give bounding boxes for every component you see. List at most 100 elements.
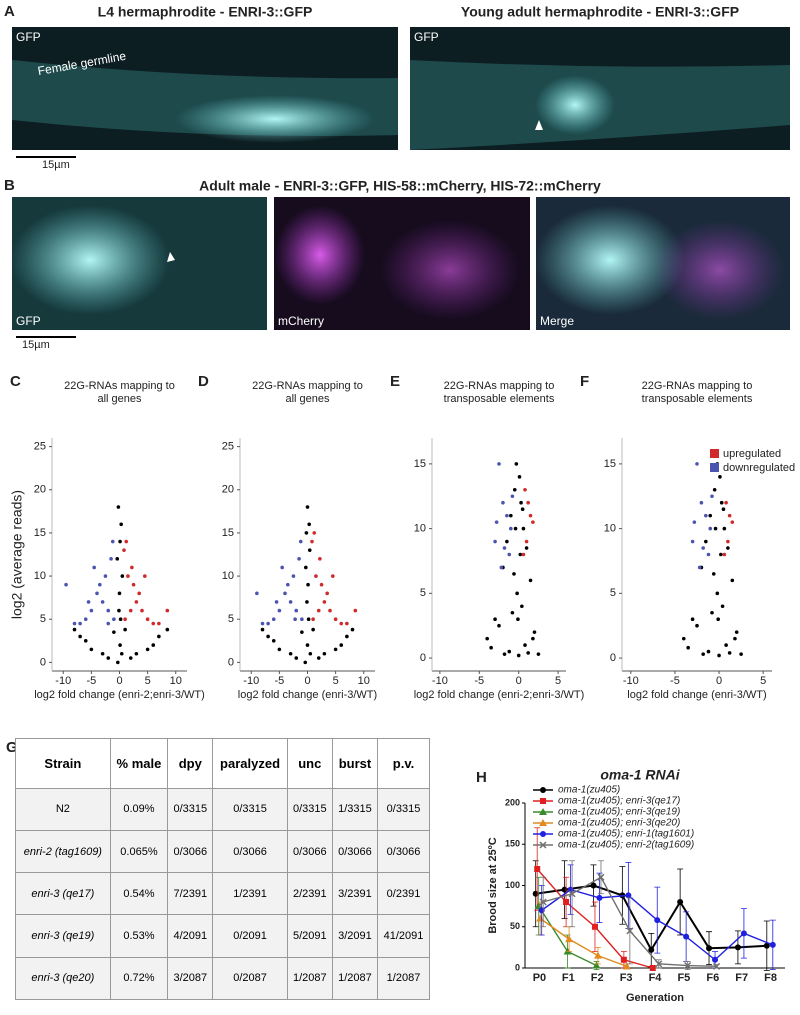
point [722,552,727,557]
point [308,651,313,656]
table-cell: 0/3315 [377,787,430,831]
point [319,582,324,587]
point [151,621,156,626]
point [345,634,349,639]
point [123,617,127,622]
point [509,526,513,531]
point [538,907,545,914]
table-row: N2 0.09% 0/3315 0/3315 0/3315 1/3315 0/3315 [15,787,430,831]
point [116,660,120,665]
point [311,617,315,622]
point [712,956,719,963]
point [516,617,520,622]
point [277,647,282,652]
point [626,927,634,935]
point [83,638,88,643]
chart-title: transposable elements [444,393,555,405]
x-tick-label: -10 [432,675,448,687]
point [526,500,530,505]
point [350,627,355,632]
point [686,645,690,650]
x-tick-label: F1 [562,972,575,984]
point [706,649,711,654]
x-axis-label: log2 fold change (enri-2;enri-3/WT) [34,689,205,701]
point [92,565,96,570]
point [516,653,521,658]
table-cell: 3/2391 [331,872,379,916]
point [724,500,728,505]
point [140,608,144,613]
point [83,617,88,622]
point [316,656,321,660]
point [515,591,519,596]
table-cell: enri-3 (qe17) [15,872,111,916]
point [89,608,94,613]
point [130,565,134,570]
point [72,621,77,626]
point [331,574,335,578]
point [89,647,94,652]
point [103,574,108,578]
table-cell: 0/2391 [377,872,430,916]
point [100,651,105,656]
point [157,634,161,639]
point [328,608,332,613]
point [305,600,309,604]
point [157,621,161,626]
point [592,961,601,969]
table-cell: 0/3315 [167,787,214,831]
point [294,608,299,613]
legend-label: oma-1(zu405); enri-1(tag1601) [558,829,694,840]
table-cell: 0.53% [109,914,169,958]
point [706,945,713,952]
legend-swatch [710,463,719,472]
point [701,546,705,550]
point [520,604,524,609]
point [165,627,170,632]
point [739,652,743,656]
point [514,462,519,466]
x-tick-label: 0 [116,675,122,687]
table-cell: 0.065% [109,829,169,874]
panel-label: D [198,373,209,390]
point [708,526,713,531]
point [677,899,684,905]
point [283,591,287,596]
point [293,617,297,622]
chart-title: oma-1 RNAi [600,767,680,783]
point [532,890,539,897]
image-title: Young adult hermaphrodite - ENRI-3::GFP [461,4,739,20]
point [137,591,141,596]
y-tick-label: 15 [34,527,46,539]
point [310,539,314,544]
legend-label: oma-1(zu405); enri-2(tag1609) [558,840,694,851]
point [734,944,741,951]
legend-marker [539,841,547,849]
table-cell: 1/2087 [377,956,430,1001]
point [106,621,111,626]
point [727,513,732,518]
table-cell: 0/3066 [286,829,333,874]
y-tick-label: 5 [610,587,616,599]
y-tick-label: 25 [34,441,46,453]
point [507,552,512,557]
y-tick-label: 25 [222,441,234,453]
legend-label: upregulated [723,448,781,460]
point [333,647,338,652]
y-tick-label: 15 [414,458,426,470]
point [112,617,116,622]
channel-label: Merge [540,314,574,328]
header-row: Strain% male dpy paralyzed unc burst p.v. [15,738,430,789]
point [277,608,282,613]
point [145,617,150,622]
panel-label: E [390,373,400,390]
point [717,653,721,658]
legend-marker [539,819,547,826]
point [528,578,533,583]
point [316,608,321,613]
arrowhead [167,252,175,262]
table-cell: 0.72% [109,956,169,1001]
point [305,643,310,647]
point [501,500,505,505]
table-cell: 7/2391 [167,872,214,916]
